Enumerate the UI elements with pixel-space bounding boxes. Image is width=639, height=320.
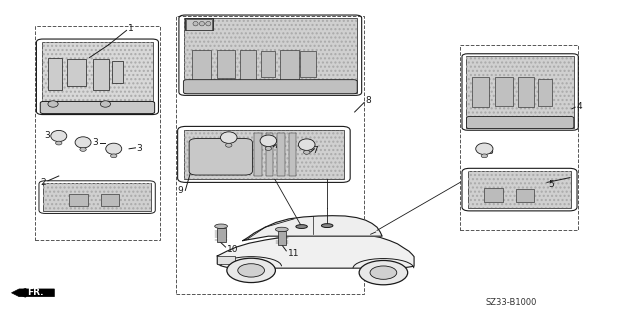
FancyBboxPatch shape bbox=[40, 101, 155, 114]
FancyBboxPatch shape bbox=[466, 116, 574, 129]
Ellipse shape bbox=[321, 224, 333, 228]
Bar bbox=[300, 51, 316, 77]
Bar bbox=[217, 50, 235, 78]
Bar bbox=[217, 256, 235, 264]
Text: 3: 3 bbox=[136, 144, 142, 153]
Bar bbox=[280, 50, 299, 80]
Ellipse shape bbox=[111, 154, 117, 158]
Ellipse shape bbox=[105, 143, 121, 155]
Ellipse shape bbox=[265, 147, 272, 150]
Ellipse shape bbox=[304, 150, 310, 154]
Text: 7: 7 bbox=[226, 139, 231, 148]
Ellipse shape bbox=[481, 154, 488, 158]
Polygon shape bbox=[243, 216, 382, 241]
Ellipse shape bbox=[215, 224, 227, 228]
Bar bbox=[42, 42, 153, 112]
Ellipse shape bbox=[56, 141, 62, 145]
Bar bbox=[185, 18, 213, 30]
Bar bbox=[184, 18, 357, 93]
Text: SZ33-B1000: SZ33-B1000 bbox=[486, 298, 537, 307]
Ellipse shape bbox=[475, 143, 493, 155]
Bar bbox=[495, 77, 513, 106]
Bar bbox=[184, 130, 344, 179]
Bar bbox=[101, 194, 119, 206]
Bar bbox=[468, 171, 571, 208]
Bar bbox=[184, 18, 357, 93]
Polygon shape bbox=[217, 234, 414, 268]
Circle shape bbox=[359, 260, 408, 285]
Ellipse shape bbox=[220, 132, 237, 143]
Bar bbox=[266, 133, 273, 176]
Bar bbox=[538, 79, 552, 106]
Text: 8: 8 bbox=[366, 96, 371, 105]
Text: 3: 3 bbox=[45, 131, 50, 140]
Ellipse shape bbox=[51, 131, 66, 142]
Bar bbox=[466, 56, 574, 128]
Bar bbox=[184, 130, 344, 179]
Bar bbox=[468, 171, 571, 208]
Bar bbox=[460, 45, 578, 230]
Bar bbox=[35, 26, 160, 240]
Ellipse shape bbox=[48, 101, 58, 107]
Bar bbox=[48, 58, 62, 90]
Ellipse shape bbox=[275, 227, 288, 232]
Bar bbox=[278, 231, 286, 245]
Ellipse shape bbox=[199, 21, 204, 26]
Bar bbox=[192, 50, 211, 80]
Ellipse shape bbox=[100, 101, 111, 107]
FancyBboxPatch shape bbox=[189, 139, 252, 175]
Text: 2: 2 bbox=[40, 178, 46, 187]
Bar bbox=[484, 188, 503, 202]
Bar bbox=[466, 56, 574, 128]
Bar bbox=[277, 133, 285, 176]
Text: 9: 9 bbox=[178, 186, 183, 195]
Text: 7: 7 bbox=[312, 146, 318, 155]
Text: 1: 1 bbox=[128, 24, 134, 33]
Bar bbox=[42, 42, 153, 112]
Bar bbox=[43, 183, 151, 211]
Bar bbox=[261, 51, 275, 77]
Bar bbox=[516, 189, 534, 202]
Text: 5: 5 bbox=[548, 180, 554, 189]
FancyBboxPatch shape bbox=[183, 80, 357, 94]
Bar bbox=[43, 183, 151, 211]
Bar bbox=[186, 19, 212, 30]
Bar bbox=[67, 59, 86, 86]
Bar bbox=[518, 77, 534, 107]
Ellipse shape bbox=[296, 225, 307, 228]
Ellipse shape bbox=[226, 143, 232, 147]
Ellipse shape bbox=[80, 148, 86, 151]
Bar bbox=[112, 61, 123, 83]
Text: 7: 7 bbox=[273, 141, 279, 150]
Ellipse shape bbox=[260, 135, 277, 147]
Text: 6: 6 bbox=[487, 147, 493, 156]
Bar bbox=[240, 50, 256, 80]
Bar bbox=[176, 16, 364, 294]
Circle shape bbox=[238, 264, 265, 277]
Bar bbox=[217, 228, 226, 242]
Ellipse shape bbox=[193, 21, 198, 26]
Text: 4: 4 bbox=[577, 102, 583, 111]
Bar bbox=[254, 133, 262, 176]
Bar bbox=[69, 194, 88, 206]
Text: FR.: FR. bbox=[27, 288, 43, 297]
Ellipse shape bbox=[298, 139, 315, 150]
Circle shape bbox=[227, 258, 275, 283]
Bar bbox=[289, 133, 296, 176]
Bar bbox=[93, 59, 109, 90]
Ellipse shape bbox=[75, 137, 91, 148]
Text: 11: 11 bbox=[288, 249, 299, 258]
Ellipse shape bbox=[206, 21, 211, 26]
Text: 3: 3 bbox=[93, 138, 98, 147]
Circle shape bbox=[370, 266, 397, 279]
Bar bbox=[472, 77, 489, 107]
Polygon shape bbox=[12, 289, 54, 297]
Text: 10: 10 bbox=[227, 245, 238, 254]
